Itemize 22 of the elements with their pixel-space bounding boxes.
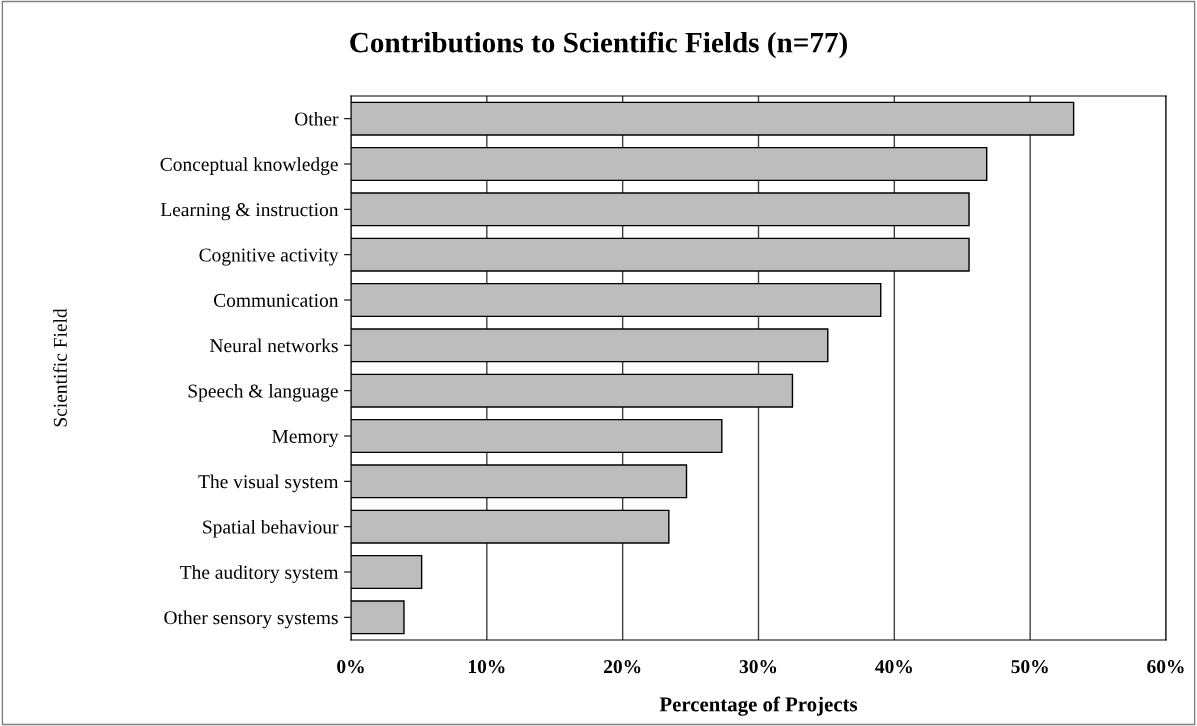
y-tick-label: Other [295, 111, 339, 126]
y-tick-label: Learning & instruction [160, 203, 339, 221]
y-tick-label: Memory [272, 429, 339, 447]
y-tick-label: Neural networks [210, 338, 338, 353]
y-tick-label: Speech & language [188, 383, 338, 402]
x-tick-label: 60% [1147, 660, 1184, 674]
y-tick-label: The auditory system [180, 565, 339, 583]
x-tick-label: 30% [739, 660, 777, 674]
y-tick-label: Communication [214, 293, 339, 307]
y-tick-label: The visual system [198, 474, 339, 493]
y-tick-label: Other sensory systems [164, 610, 338, 629]
chart-title: Contributions to Scientific Fields (n=77) [350, 31, 847, 59]
x-tick-label: 40% [875, 660, 912, 674]
x-tick-label: 10% [468, 660, 505, 674]
y-tick-label: Cognitive activity [199, 248, 339, 266]
x-tick-label: 0% [337, 660, 364, 674]
x-tick-label: 20% [604, 660, 641, 674]
y-tick-label: Spatial behaviour [203, 519, 339, 538]
x-tick-label: 50% [1011, 660, 1048, 674]
y-tick-label: Conceptual knowledge [160, 157, 338, 175]
y-axis-title: Scientific Field [52, 308, 67, 427]
x-axis-title: Percentage of Projects [659, 696, 858, 716]
